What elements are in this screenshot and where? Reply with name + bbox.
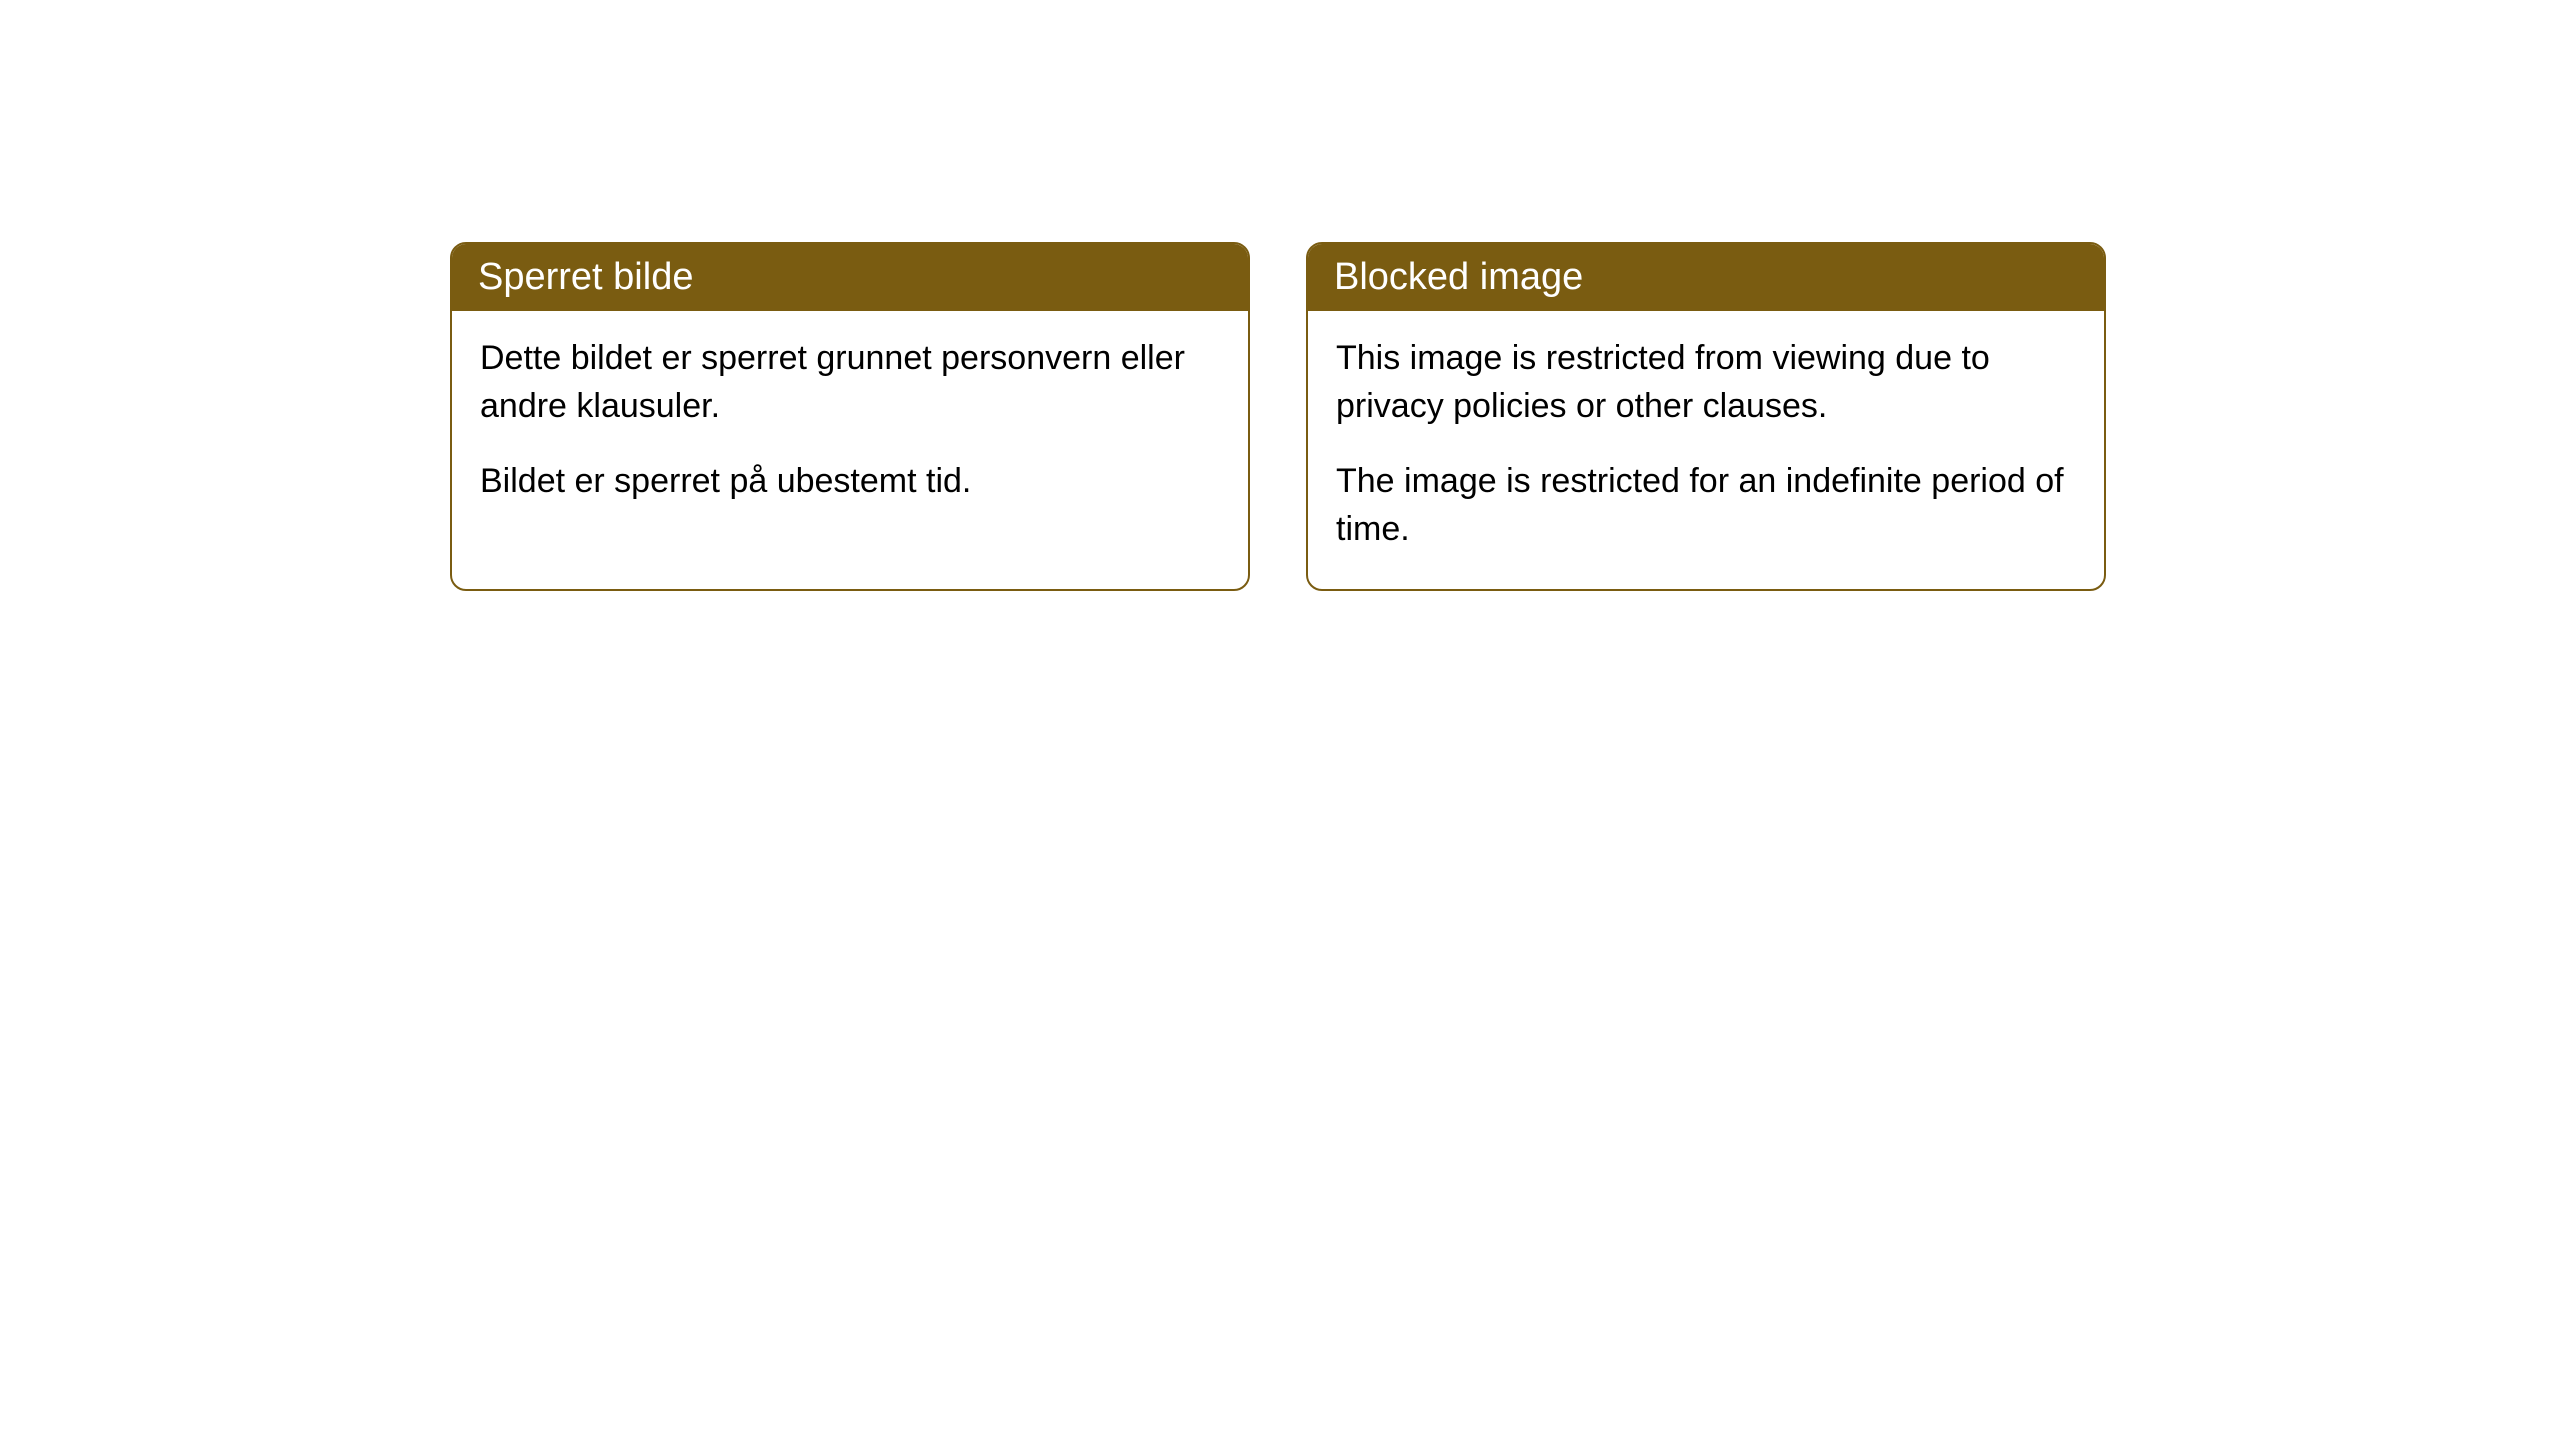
notice-text-english-1: This image is restricted from viewing du… [1336, 335, 2076, 430]
notice-header-english: Blocked image [1308, 244, 2104, 311]
notice-card-english: Blocked image This image is restricted f… [1306, 242, 2106, 591]
notice-text-english-2: The image is restricted for an indefinit… [1336, 458, 2076, 553]
notice-body-english: This image is restricted from viewing du… [1308, 311, 2104, 589]
notice-body-norwegian: Dette bildet er sperret grunnet personve… [452, 311, 1248, 542]
notice-container: Sperret bilde Dette bildet er sperret gr… [450, 242, 2106, 591]
notice-card-norwegian: Sperret bilde Dette bildet er sperret gr… [450, 242, 1250, 591]
notice-header-norwegian: Sperret bilde [452, 244, 1248, 311]
notice-text-norwegian-2: Bildet er sperret på ubestemt tid. [480, 458, 1220, 506]
notice-text-norwegian-1: Dette bildet er sperret grunnet personve… [480, 335, 1220, 430]
